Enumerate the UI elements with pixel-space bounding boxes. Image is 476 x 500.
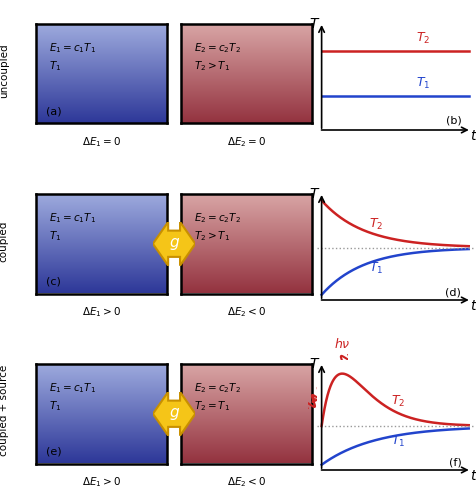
Text: coupled: coupled (0, 220, 9, 262)
Text: $T_2$: $T_2$ (390, 394, 404, 408)
Text: $h\nu$: $h\nu$ (333, 338, 350, 351)
Text: (e): (e) (46, 446, 62, 456)
Text: $g$: $g$ (168, 406, 179, 422)
Text: $\Delta E_2 < 0$: $\Delta E_2 < 0$ (227, 306, 266, 320)
Text: $T_2 > T_1$: $T_2 > T_1$ (194, 229, 230, 242)
Text: (c): (c) (46, 276, 61, 286)
Text: $E_1 = c_1T_1$: $E_1 = c_1T_1$ (49, 211, 96, 225)
Text: $T_1$: $T_1$ (49, 229, 61, 242)
Text: $\Delta E_1 > 0$: $\Delta E_1 > 0$ (82, 476, 121, 490)
Text: $\Delta E_2 < 0$: $\Delta E_2 < 0$ (227, 476, 266, 490)
Text: $T_1$: $T_1$ (368, 260, 382, 276)
Text: uncoupled: uncoupled (0, 44, 9, 98)
Text: $E_1 = c_1T_1$: $E_1 = c_1T_1$ (49, 381, 96, 395)
Text: $T_2$: $T_2$ (368, 217, 382, 232)
Text: $t$: $t$ (469, 300, 476, 314)
Text: coupled + source: coupled + source (0, 365, 9, 456)
Text: (f): (f) (448, 458, 460, 468)
Text: $T_1$: $T_1$ (49, 59, 61, 72)
Text: $t$: $t$ (469, 130, 476, 143)
Text: $E_1 = c_1T_1$: $E_1 = c_1T_1$ (49, 41, 96, 55)
Text: (d): (d) (445, 288, 460, 298)
Text: $g$: $g$ (168, 236, 179, 252)
Text: $E_2 = c_2T_2$: $E_2 = c_2T_2$ (194, 211, 241, 225)
Text: $\Delta E_1 > 0$: $\Delta E_1 > 0$ (82, 306, 121, 320)
Text: $T$: $T$ (309, 187, 320, 201)
Text: $T_2 > T_1$: $T_2 > T_1$ (194, 59, 230, 72)
Text: $T_1$: $T_1$ (415, 76, 429, 91)
Text: $T$: $T$ (309, 17, 320, 31)
Text: $E_2 = c_2T_2$: $E_2 = c_2T_2$ (194, 381, 241, 395)
Text: $\Delta E_2 = 0$: $\Delta E_2 = 0$ (227, 136, 266, 149)
Text: (a): (a) (46, 106, 62, 117)
Text: $\Delta E_1 = 0$: $\Delta E_1 = 0$ (82, 136, 121, 149)
Polygon shape (152, 222, 195, 266)
Text: $T_2 = T_1$: $T_2 = T_1$ (194, 399, 230, 412)
Text: $T$: $T$ (309, 357, 320, 371)
Text: $E_2 = c_2T_2$: $E_2 = c_2T_2$ (194, 41, 241, 55)
Text: $t$: $t$ (469, 470, 476, 484)
Text: $T_2$: $T_2$ (415, 31, 429, 46)
Polygon shape (152, 392, 195, 436)
Text: (b): (b) (445, 116, 460, 126)
Text: $T_1$: $T_1$ (390, 434, 405, 448)
Text: $T_1$: $T_1$ (49, 399, 61, 412)
